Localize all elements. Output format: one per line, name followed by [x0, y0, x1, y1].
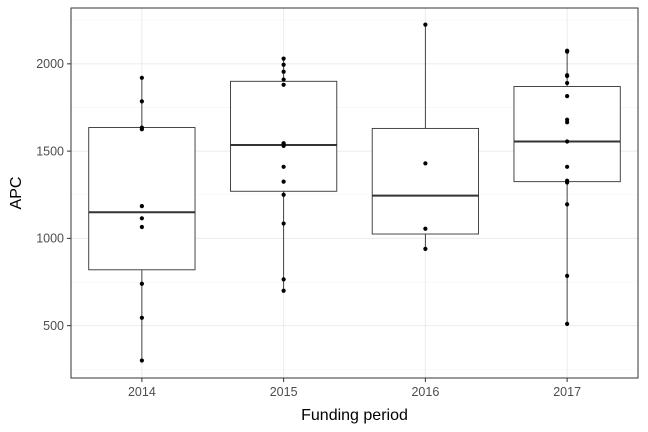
box-2016: [371, 127, 479, 235]
data-point: [565, 202, 570, 207]
x-tick-label: 2015: [270, 385, 298, 399]
data-point: [565, 139, 570, 144]
data-point: [281, 179, 286, 184]
data-point: [565, 49, 570, 54]
data-point: [281, 56, 286, 61]
y-tick-label: 500: [43, 319, 64, 333]
data-point: [423, 22, 428, 27]
data-point: [281, 69, 286, 74]
data-point: [139, 99, 144, 104]
data-point: [565, 180, 570, 185]
data-point: [139, 224, 144, 230]
data-point: [139, 281, 144, 286]
axes: 500 1000 1500 2000 2014 2015 2016 2017: [36, 57, 581, 399]
y-tick-label: 1000: [36, 232, 64, 246]
data-point: [281, 82, 286, 87]
data-point: [139, 315, 144, 320]
data-point: [139, 358, 144, 363]
data-point: [423, 161, 428, 166]
x-axis-title: Funding period: [301, 407, 408, 424]
panel-border: [70, 7, 639, 379]
data-point: [281, 62, 286, 67]
data-point: [565, 273, 570, 279]
data-point: [281, 143, 286, 148]
data-point: [281, 164, 286, 169]
data-point: [565, 321, 570, 326]
data-point: [281, 221, 286, 226]
x-tick-label: 2017: [553, 385, 581, 399]
data-point: [423, 246, 428, 251]
y-tick-label: 2000: [36, 57, 64, 71]
y-tick-label: 1500: [36, 144, 64, 158]
box-2014: [88, 127, 196, 271]
data-point: [281, 277, 286, 282]
data-point: [565, 94, 570, 99]
data-point: [565, 80, 570, 86]
data-point: [565, 120, 570, 125]
data-point: [565, 164, 570, 169]
x-tick-label: 2016: [411, 385, 439, 399]
data-point: [565, 73, 570, 79]
data-point: [281, 77, 286, 82]
data-point: [139, 127, 144, 132]
data-point: [281, 192, 286, 197]
data-point: [139, 75, 144, 80]
data-point: [423, 226, 428, 231]
x-tick-label: 2014: [128, 385, 156, 399]
data-point: [139, 216, 144, 221]
box-2015: [230, 80, 338, 192]
data-points: [139, 22, 570, 363]
y-axis-title: APC: [8, 177, 25, 210]
data-point: [139, 203, 144, 209]
data-point: [281, 288, 286, 293]
boxes: [88, 24, 621, 361]
